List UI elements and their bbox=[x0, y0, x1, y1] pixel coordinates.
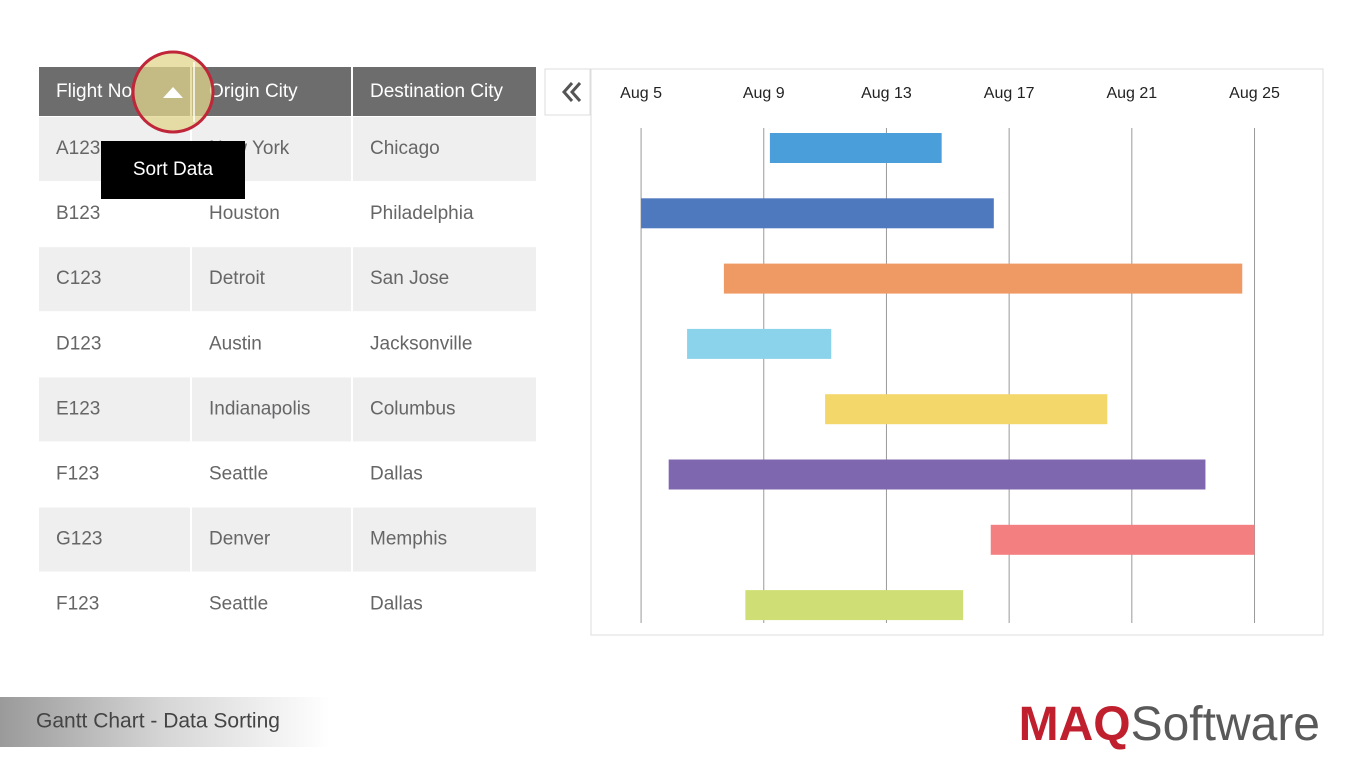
cell-text: F123 bbox=[56, 464, 99, 485]
logo-brand: MAQ bbox=[1019, 698, 1131, 751]
cell-text: Jacksonville bbox=[370, 333, 472, 354]
cell-text: C123 bbox=[56, 268, 101, 289]
cell-text: Columbus bbox=[370, 398, 456, 419]
cell-text: Houston bbox=[209, 203, 280, 224]
column-header: Origin City bbox=[209, 81, 298, 102]
cell bbox=[192, 247, 351, 312]
cell bbox=[192, 572, 351, 637]
column-header: Destination City bbox=[370, 81, 504, 102]
tooltip-box bbox=[101, 141, 245, 199]
x-tick-label: Aug 13 bbox=[861, 85, 912, 102]
cell-text: Denver bbox=[209, 529, 271, 550]
gantt-chart: Aug 5 Aug 9 Aug 13 Aug 17 Aug 21 Aug 25 bbox=[620, 85, 1280, 623]
cell bbox=[192, 377, 351, 442]
cell-text: A123 bbox=[56, 138, 100, 159]
gantt-bar bbox=[745, 590, 964, 621]
gantt-bar bbox=[769, 133, 942, 163]
cell-text: Seattle bbox=[209, 594, 268, 615]
cell bbox=[39, 442, 190, 507]
cell bbox=[39, 312, 190, 377]
x-tick-label: Aug 21 bbox=[1106, 85, 1157, 102]
gantt-bar bbox=[641, 198, 994, 229]
cell-text: Detroit bbox=[209, 268, 266, 289]
x-tick-label: Aug 17 bbox=[984, 85, 1035, 102]
cell-text: F123 bbox=[56, 594, 99, 615]
cell-text: Seattle bbox=[209, 464, 268, 485]
cell bbox=[353, 312, 536, 377]
cell-text: Austin bbox=[209, 333, 262, 354]
footer-caption: Gantt Chart - Data Sorting bbox=[36, 710, 280, 733]
cell bbox=[353, 182, 536, 247]
cell bbox=[353, 442, 536, 507]
cell-text: D123 bbox=[56, 333, 101, 354]
logo-word: Software bbox=[1131, 698, 1320, 751]
cell-text: G123 bbox=[56, 529, 102, 550]
cell bbox=[353, 507, 536, 572]
cell bbox=[39, 377, 190, 442]
cell bbox=[353, 247, 536, 312]
cell-text: Memphis bbox=[370, 529, 447, 550]
cell-text: B123 bbox=[56, 203, 100, 224]
gantt-bar bbox=[723, 263, 1243, 294]
x-tick-label: Aug 9 bbox=[743, 85, 785, 102]
cell-text: Dallas bbox=[370, 594, 423, 615]
cell bbox=[192, 507, 351, 572]
tooltip: Sort Data bbox=[133, 159, 214, 180]
x-tick-label: Aug 25 bbox=[1229, 85, 1280, 102]
header-cell bbox=[353, 67, 536, 116]
gantt-bar bbox=[990, 524, 1255, 555]
cell-text: Indianapolis bbox=[209, 398, 310, 419]
column-header: Flight No bbox=[56, 81, 132, 102]
gantt-bar bbox=[687, 328, 832, 359]
cell bbox=[192, 442, 351, 507]
x-tick-label: Aug 5 bbox=[620, 85, 662, 102]
cell-text: Dallas bbox=[370, 464, 423, 485]
logo: MAQSoftware bbox=[1019, 698, 1320, 751]
collapse-button[interactable] bbox=[544, 68, 591, 116]
footer-band bbox=[0, 697, 330, 747]
cell-text: Chicago bbox=[370, 138, 440, 159]
cell bbox=[39, 247, 190, 312]
header-cell bbox=[192, 67, 351, 116]
cell bbox=[353, 117, 536, 181]
cell-text: Philadelphia bbox=[370, 203, 474, 224]
cell bbox=[39, 507, 190, 572]
cell bbox=[353, 377, 536, 442]
sort-icon[interactable] bbox=[163, 87, 183, 98]
cell bbox=[39, 572, 190, 637]
gantt-bar bbox=[825, 394, 1108, 425]
cell-text: E123 bbox=[56, 398, 100, 419]
gantt-bar bbox=[668, 459, 1206, 490]
cell bbox=[353, 572, 536, 637]
cell-text: San Jose bbox=[370, 268, 449, 289]
cell bbox=[192, 312, 351, 377]
